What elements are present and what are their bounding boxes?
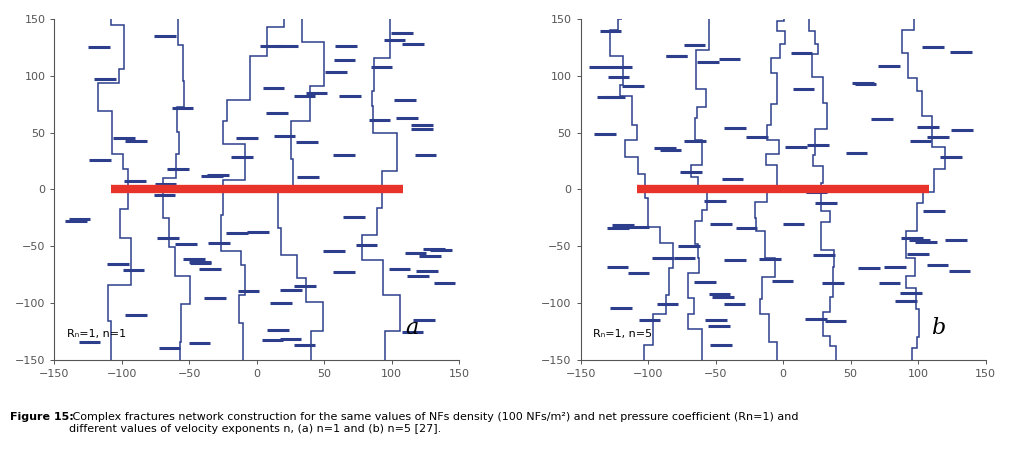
Text: a: a: [405, 317, 419, 339]
Text: b: b: [931, 317, 945, 339]
Text: Rₙ=1, n=5: Rₙ=1, n=5: [592, 329, 652, 339]
Text: Figure 15:: Figure 15:: [10, 412, 74, 422]
Text: Rₙ=1, n=1: Rₙ=1, n=1: [67, 329, 125, 339]
Text: Complex fractures network construction for the same values of NFs density (100 N: Complex fractures network construction f…: [69, 412, 799, 434]
